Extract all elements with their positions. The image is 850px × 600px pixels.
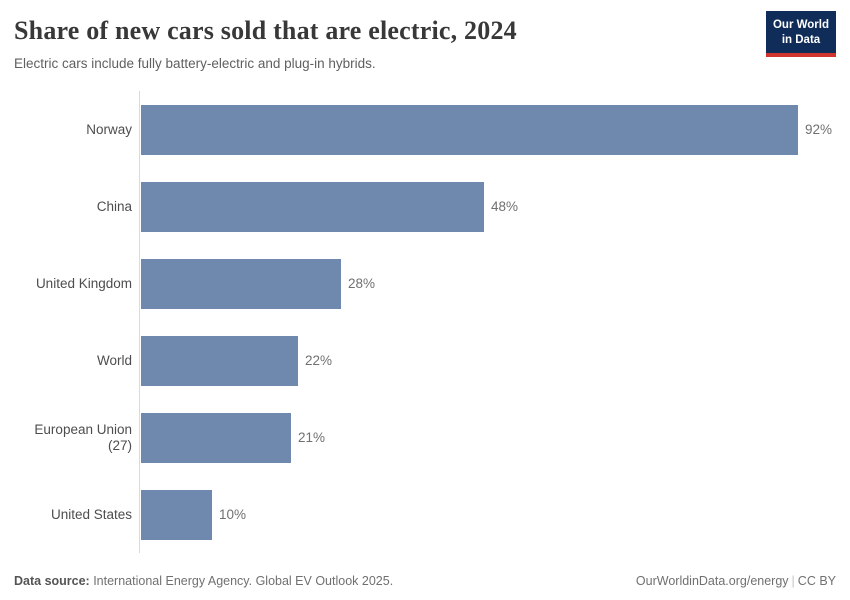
owid-logo-line2: in Data [781,33,821,46]
bar-chart: Norway 92% China 48% United Kingdom 28% World 2… [14,91,836,554]
bar-track: 21% [139,399,836,477]
data-source-note: Data source: International Energy Agency… [14,574,393,588]
bar-row: European Union (27) 21% [14,399,836,477]
owid-url-link[interactable]: OurWorldinData.org/energy [635,574,789,588]
chart-subtitle: Electric cars include fully battery-elec… [14,55,376,71]
bar-row: Norway 92% [14,91,836,169]
footer: Data source: International Energy Agency… [14,574,836,588]
footer-separator: | [791,574,795,588]
value-label: 48% [491,199,519,215]
footer-credits: OurWorldinData.org/energy | CC BY [636,574,836,588]
category-label: World [96,352,132,368]
bar[interactable] [141,181,484,232]
category-label: United Kingdom [35,275,132,291]
bar-track: 22% [139,322,836,400]
bar[interactable] [141,335,298,386]
value-label: 21% [298,430,326,446]
bar[interactable] [141,412,291,463]
bar-row: United Kingdom 28% [14,245,836,323]
data-source-text: International Energy Agency. Global EV O… [89,574,394,588]
bar-track: 92% [139,91,836,169]
category-label: European Union (27) [34,421,132,453]
category-label: China [96,198,132,214]
bar[interactable] [141,258,341,309]
category-label: Norway [86,121,132,137]
header-text: Share of new cars sold that are electric… [14,14,517,72]
value-label: 92% [805,122,833,138]
data-source-label: Data source: [14,574,90,588]
license-label: CC BY [797,574,836,588]
category-label: United States [50,506,132,522]
bar-row: China 48% [14,168,836,246]
chart-title: Share of new cars sold that are electric… [14,16,517,45]
bar-track: 28% [139,245,836,323]
value-label: 10% [219,507,247,523]
bar-row: World 22% [14,322,836,400]
bar-track: 48% [139,168,836,246]
value-label: 28% [348,276,376,292]
owid-logo[interactable]: Our World in Data [766,11,836,57]
header: Share of new cars sold that are electric… [14,11,836,72]
bar-row: United States 10% [14,476,836,554]
bar-track: 10% [139,476,836,554]
value-label: 22% [305,353,333,369]
bar[interactable] [141,104,798,155]
bar[interactable] [141,489,212,540]
owid-logo-line1: Our World [772,19,829,31]
